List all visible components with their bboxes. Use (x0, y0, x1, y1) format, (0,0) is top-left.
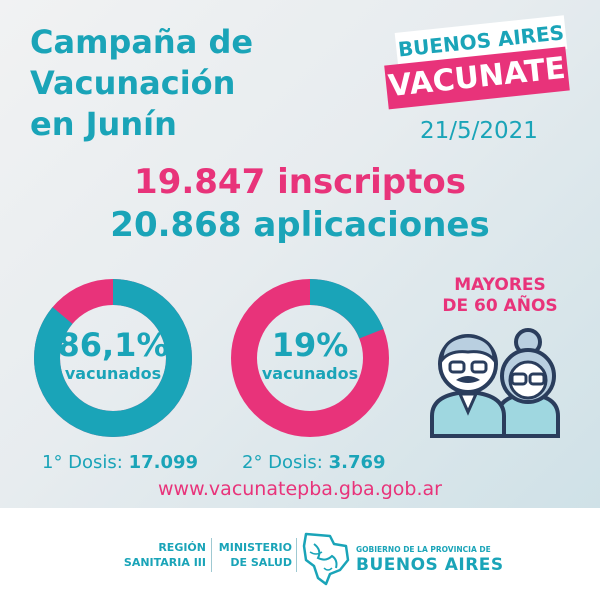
first-dose-value: 17.099 (128, 452, 199, 473)
second-dose-sublabel: vacunados (261, 364, 359, 383)
footer-divider (211, 538, 212, 572)
title-line-1: Campaña de (30, 23, 254, 61)
report-date: 21/5/2021 (420, 118, 538, 144)
ministry-line-2: DE SALUD (230, 556, 292, 569)
ministry-line-1: MINISTERIO (218, 541, 292, 554)
region-line-1: REGIÓN (158, 541, 206, 554)
seniors-line-2: DE 60 AÑOS (442, 296, 558, 316)
second-dose-ring (231, 279, 389, 437)
province-map-icon (302, 532, 350, 586)
footer-bar: REGIÓN SANITARIA III MINISTERIO DE SALUD… (0, 508, 600, 600)
title-line-2: Vacunación (30, 64, 236, 102)
region-line-2: SANITARIA III (123, 556, 206, 569)
first-dose-label: 1° Dosis: (42, 452, 123, 473)
second-dose-value: 3.769 (328, 452, 386, 473)
main-panel: Campaña de Vacunación en Junín BUENOS AI… (0, 0, 600, 508)
second-dose-donut: 19% vacunados (230, 278, 390, 438)
seniors-heading: MAYORES DE 60 AÑOS (430, 275, 570, 317)
vacunate-badge: BUENOS AIRES VACUNATE (382, 15, 578, 110)
ministry-label: MINISTERIO DE SALUD (216, 540, 292, 570)
first-dose-ring-vaccinated (34, 279, 192, 437)
website-link[interactable]: www.vacunatepba.gba.gob.ar (158, 478, 442, 500)
first-dose-count: 1° Dosis: 17.099 (42, 452, 242, 473)
first-dose-sublabel: vacunados (64, 364, 162, 383)
title-line-3: en Junín (30, 105, 177, 143)
first-dose-percent: 86,1% (57, 326, 169, 364)
registered-count: 19.847 inscriptos (134, 162, 466, 202)
elderly-couple-icon (430, 328, 560, 438)
second-dose-label: 2° Dosis: (242, 452, 323, 473)
region-label: REGIÓN SANITARIA III (110, 540, 206, 570)
footer-divider (296, 538, 297, 572)
second-dose-ring-vaccinated (231, 279, 389, 437)
applications-count: 20.868 aplicaciones (110, 205, 490, 245)
government-title: BUENOS AIRES (356, 555, 504, 575)
first-dose-donut: 86,1% vacunados (33, 278, 193, 438)
second-dose-count: 2° Dosis: 3.769 (242, 452, 442, 473)
page-title: Campaña de Vacunación en Junín (30, 22, 360, 145)
government-subtitle: GOBIERNO DE LA PROVINCIA DE (356, 545, 491, 554)
seniors-line-1: MAYORES (454, 275, 546, 295)
second-dose-percent: 19% (271, 326, 349, 364)
first-dose-ring (34, 279, 192, 437)
